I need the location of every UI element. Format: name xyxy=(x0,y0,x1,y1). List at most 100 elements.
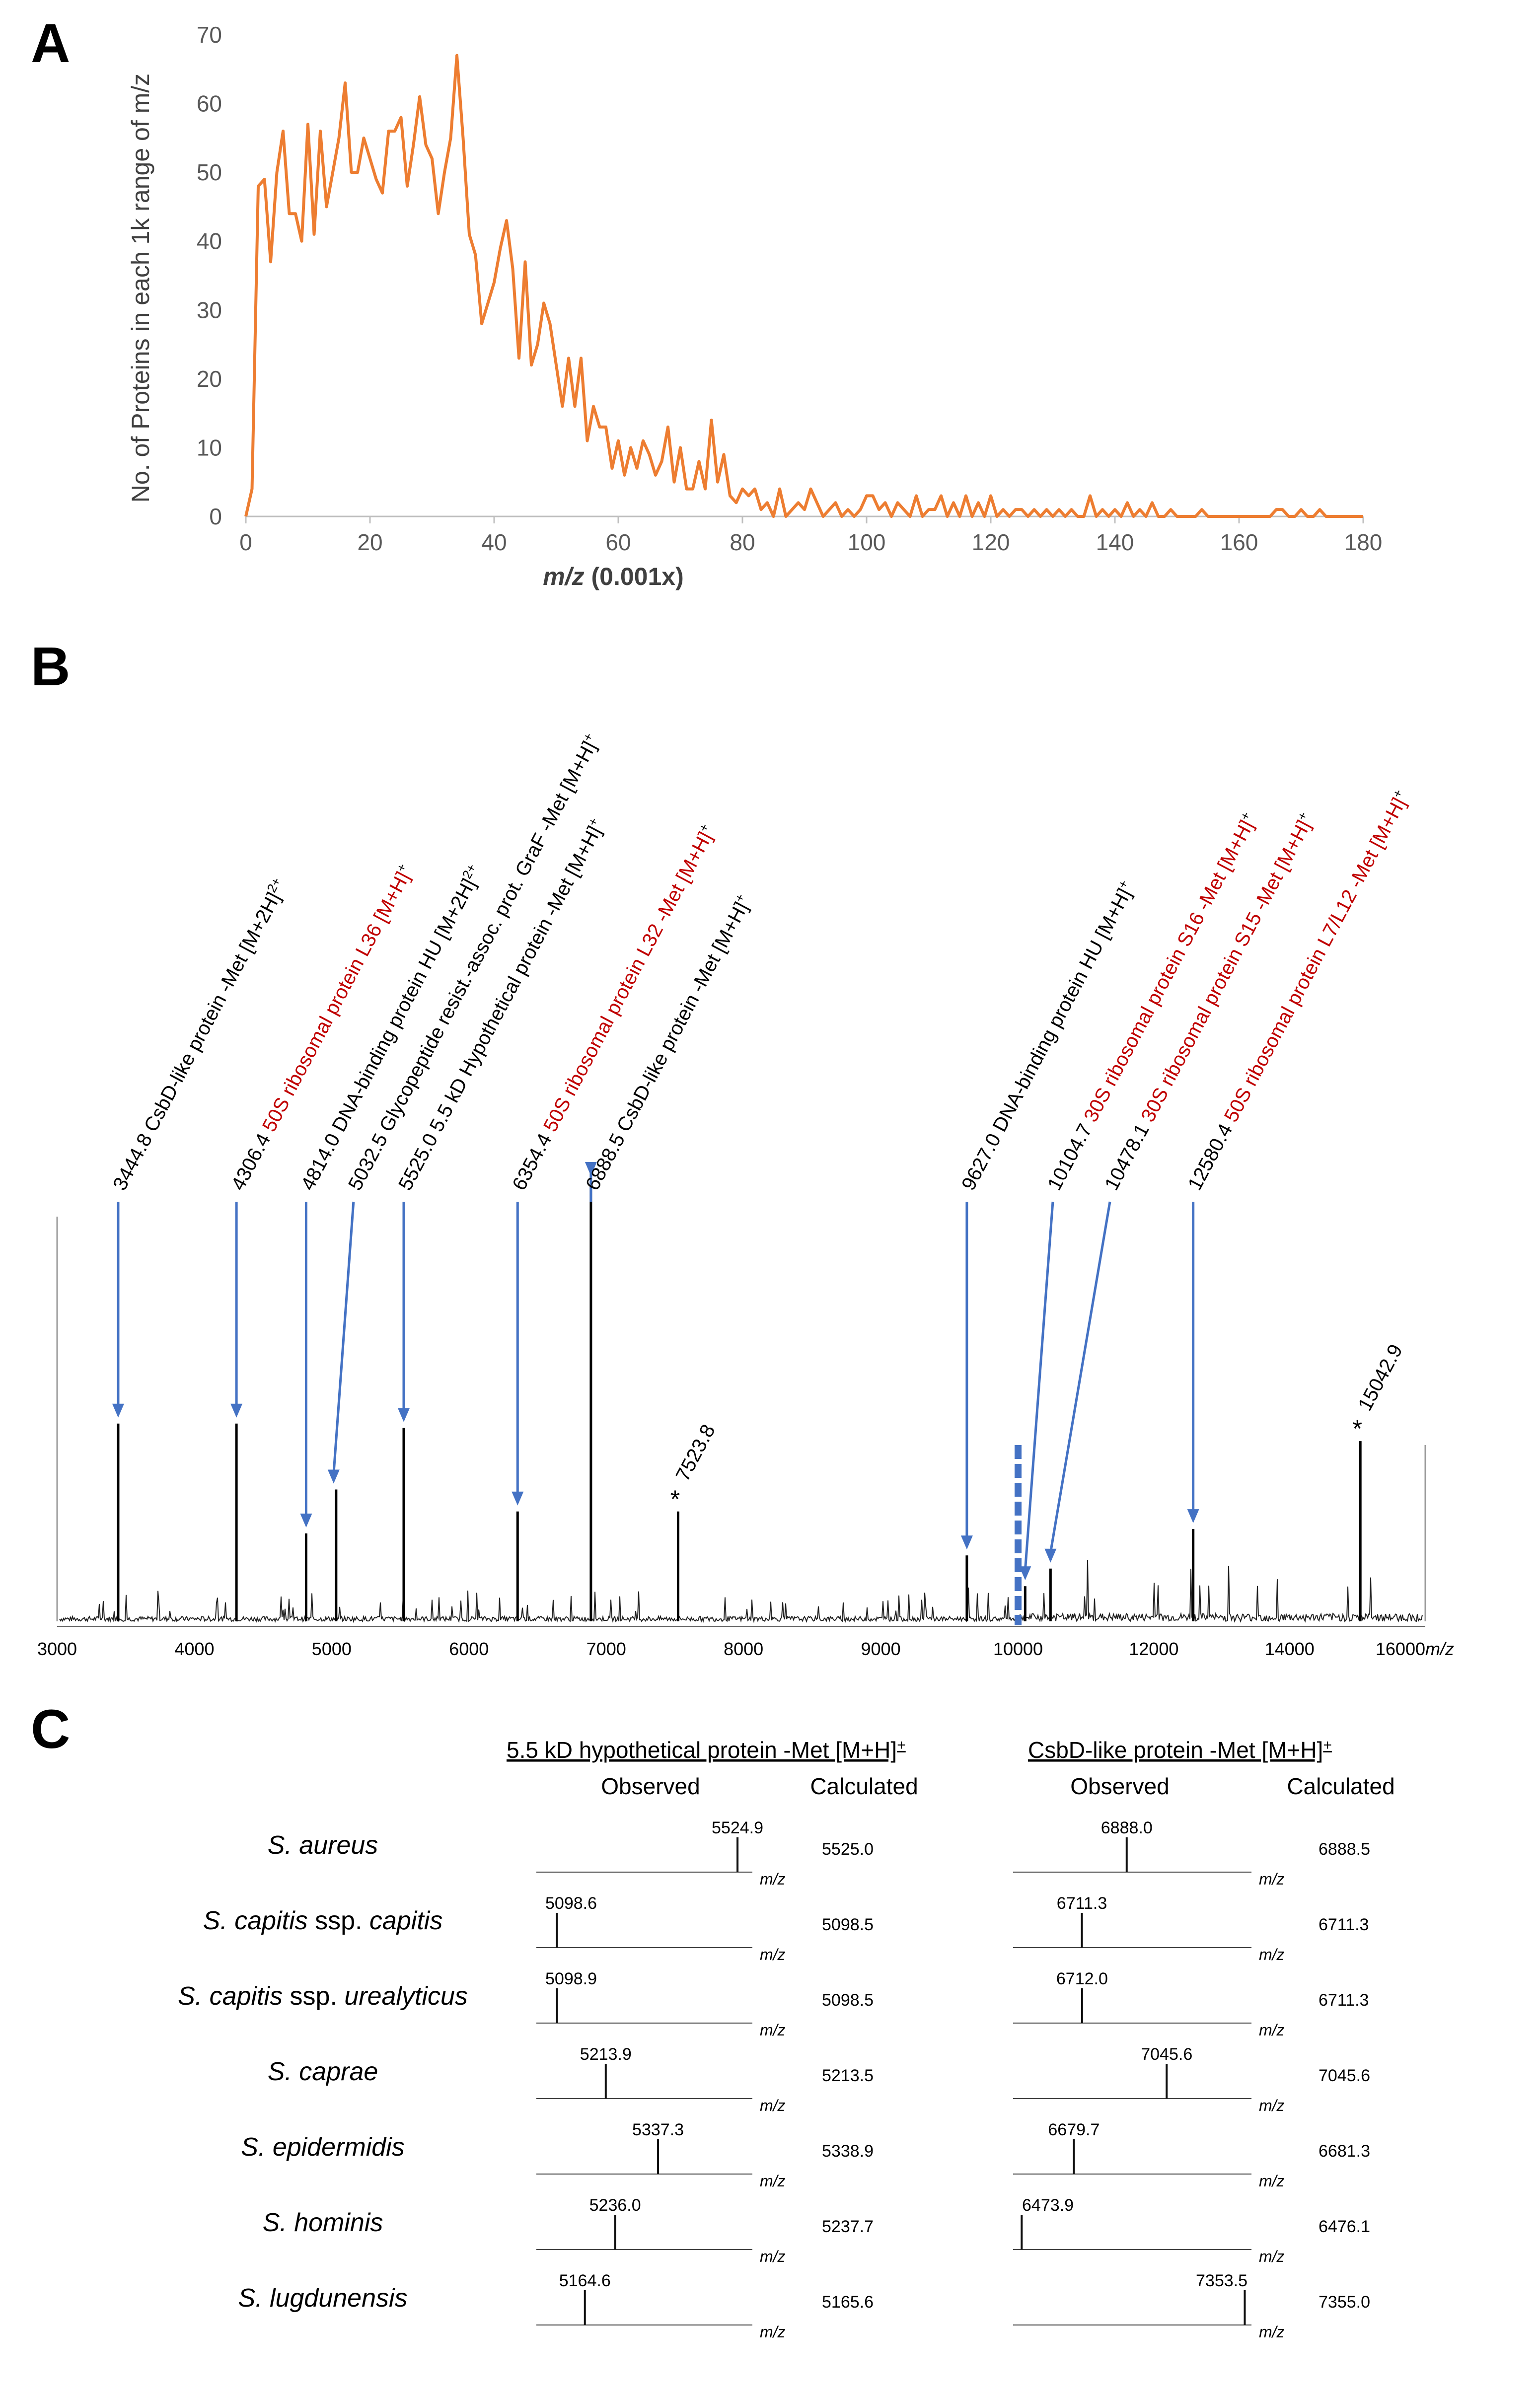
panel-a-y-axis-label: No. of Proteins in each 1k range of m/z xyxy=(127,73,154,503)
group2-mz-label: m/z xyxy=(1259,2097,1285,2114)
group1-mz-label: m/z xyxy=(760,1870,786,1888)
panel-b-x-tick-label: 16000 xyxy=(1376,1639,1425,1659)
group1-mz-label: m/z xyxy=(760,2323,786,2341)
group1-observed-value: 5164.6 xyxy=(559,2271,611,2290)
species-name: S. epidermidis xyxy=(241,2133,404,2162)
species-name: S. capitis ssp. capitis xyxy=(203,1906,443,1935)
group2-calculated-value: 7355.0 xyxy=(1319,2293,1370,2312)
group2-observed-value: 7353.5 xyxy=(1196,2271,1247,2290)
group1-calculated-value: 5098.5 xyxy=(822,1991,874,2010)
panel-b-annotation-label: 9627.0 DNA-binding protein HU [M+H]+ xyxy=(955,877,1139,1194)
panel-a-x-axis-label-scale: (0.001x) xyxy=(585,563,684,590)
panel-a-x-tick-label: 160 xyxy=(1220,529,1258,555)
panel-c-chart: C 5.5 kD hypothetical protein -Met [M+H]… xyxy=(31,1699,1395,2341)
panel-b-annotation-text: 4306.4 xyxy=(227,1125,278,1194)
group2-calculated-value: 6888.5 xyxy=(1319,1840,1370,1859)
panel-b-x-tick-label: 6000 xyxy=(449,1639,489,1659)
panel-b-peak-star: * xyxy=(1352,1415,1362,1443)
panel-c: C 5.5 kD hypothetical protein -Met [M+H]… xyxy=(0,1678,1540,2396)
panel-a-y-tick-label: 10 xyxy=(197,435,222,460)
species-name-genus: S. aureus xyxy=(268,1831,378,1860)
panel-b-annotation-arrow xyxy=(332,1201,355,1474)
group2-observed-value: 6473.9 xyxy=(1022,2196,1074,2215)
panel-b-annotation-arrowhead xyxy=(585,1162,597,1176)
group1-observed-value: 5098.9 xyxy=(545,1969,597,1988)
panel-a-x-tick-label: 40 xyxy=(481,529,507,555)
group2-calculated-value: 6711.3 xyxy=(1319,1915,1369,1934)
group2-mz-label: m/z xyxy=(1259,1870,1285,1888)
group1-calculated-value: 5525.0 xyxy=(822,1840,874,1859)
panel-b-annotation-arrowhead xyxy=(1187,1509,1199,1524)
group2-observed-value: 6711.3 xyxy=(1057,1894,1107,1913)
panel-a-y-tick-label: 60 xyxy=(197,91,222,117)
group1-observed-value: 5213.9 xyxy=(580,2045,632,2064)
group2-title: CsbD-like protein -Met [M+H]+ xyxy=(1028,1737,1332,1763)
panel-c-rows: S. aureus 5524.9 m/z 5525.0 6888.0 m/z 6888.5 S… xyxy=(178,1818,1370,2341)
panel-a-x-tick-label: 20 xyxy=(357,529,382,555)
group2-observed-value: 6888.0 xyxy=(1101,1818,1153,1837)
group1-mz-label: m/z xyxy=(760,2021,786,2039)
species-name: S. lugdunensis xyxy=(238,2284,407,2313)
panel-b-annotation-arrowhead xyxy=(512,1491,524,1506)
panel-a-x-axis-label-mz: m/z xyxy=(543,563,584,590)
panel-b-annotation-arrowhead xyxy=(230,1403,243,1418)
panel-b-peak-label: 15042.9 xyxy=(1354,1341,1407,1414)
panel-b-x-tick-label: 12000 xyxy=(1129,1639,1178,1659)
panel-a: A No. of Proteins in each 1k range of m/… xyxy=(0,0,1540,611)
panel-b-annotation-arrowhead xyxy=(300,1514,312,1527)
panel-a-letter: A xyxy=(31,13,70,74)
group1-calculated-value: 5098.5 xyxy=(822,1915,874,1934)
species-name-ssp: ssp. xyxy=(283,1982,344,2011)
panel-b-annotation-text: 9627.0 DNA-binding protein HU [M+H] xyxy=(957,885,1136,1194)
panel-a-y-tick-label: 40 xyxy=(197,228,222,254)
panel-b-x-tick-label: 10000 xyxy=(993,1639,1043,1659)
species-name-ssp: ssp. xyxy=(308,1906,369,1935)
panel-a-y-tick-label: 0 xyxy=(209,504,222,529)
panel-a-plot-area: 0 20 40 60 80 100 120 140 160 180 0 10 20 30 40 50 60 70 xyxy=(197,22,1383,555)
group2-mz-label: m/z xyxy=(1259,2172,1285,2190)
panel-a-y-tick-label: 70 xyxy=(197,22,222,48)
panel-a-y-tick-label: 20 xyxy=(197,366,222,392)
panel-b-annotation-text: 6354.4 xyxy=(508,1125,559,1194)
panel-a-x-tick-label: 0 xyxy=(239,529,252,555)
group2-calculated-value: 6711.3 xyxy=(1319,1991,1369,2010)
panel-b-peak-star: * xyxy=(670,1485,680,1513)
panel-b-annotation-arrow xyxy=(1049,1201,1111,1553)
group1-title-sup: + xyxy=(897,1737,906,1753)
panel-b-x-tick-label: 9000 xyxy=(861,1639,901,1659)
group1-mz-label: m/z xyxy=(760,2248,786,2265)
group2-calculated-value: 6476.1 xyxy=(1319,2217,1370,2236)
group1-mz-label: m/z xyxy=(760,2097,786,2114)
group2-mz-label: m/z xyxy=(1259,2021,1285,2039)
panel-b-letter: B xyxy=(31,636,70,697)
group2-calculated-value: 6681.3 xyxy=(1319,2142,1370,2161)
group2-observed-header: Observed xyxy=(1070,1773,1169,1799)
group1-title: 5.5 kD hypothetical protein -Met [M+H]+ xyxy=(507,1737,906,1763)
panel-b-annotation-arrowhead xyxy=(327,1469,340,1484)
species-name: S. caprae xyxy=(268,2057,378,2086)
species-name-genus: S. epidermidis xyxy=(241,2133,404,2162)
group1-calculated-header: Calculated xyxy=(810,1773,918,1799)
panel-b-annotation-text: 10478.1 xyxy=(1100,1115,1156,1194)
panel-b-x-tick-label: 5000 xyxy=(312,1639,352,1659)
panel-b-annotation-arrowhead xyxy=(1019,1566,1031,1581)
group2-mz-label: m/z xyxy=(1259,2323,1285,2341)
panel-a-x-tick-label: 140 xyxy=(1096,529,1134,555)
panel-a-series-line xyxy=(244,54,1363,518)
panel-b-x-tick-label: 14000 xyxy=(1265,1639,1315,1659)
species-name-genus: S. capitis xyxy=(178,1982,283,2011)
panel-a-x-axis-label: m/z (0.001x) xyxy=(543,563,683,590)
group2-calculated-header: Calculated xyxy=(1287,1773,1394,1799)
panel-b-x-tick-label: 8000 xyxy=(724,1639,763,1659)
panel-a-x-tick-label: 180 xyxy=(1344,529,1383,555)
panel-b-annotation-arrowhead xyxy=(960,1535,973,1550)
group2-observed-value: 6679.7 xyxy=(1048,2120,1100,2139)
group1-mz-label: m/z xyxy=(760,1946,786,1963)
panel-a-chart: A No. of Proteins in each 1k range of m/… xyxy=(31,13,1383,590)
group2-title-sup: + xyxy=(1323,1737,1332,1753)
species-name-genus: S. lugdunensis xyxy=(238,2284,407,2313)
panel-b-annotation-arrowhead xyxy=(112,1403,124,1418)
group1-calculated-value: 5213.5 xyxy=(822,2066,874,2085)
group2-mz-label: m/z xyxy=(1259,1946,1285,1963)
panel-a-x-tick-label: 120 xyxy=(972,529,1010,555)
